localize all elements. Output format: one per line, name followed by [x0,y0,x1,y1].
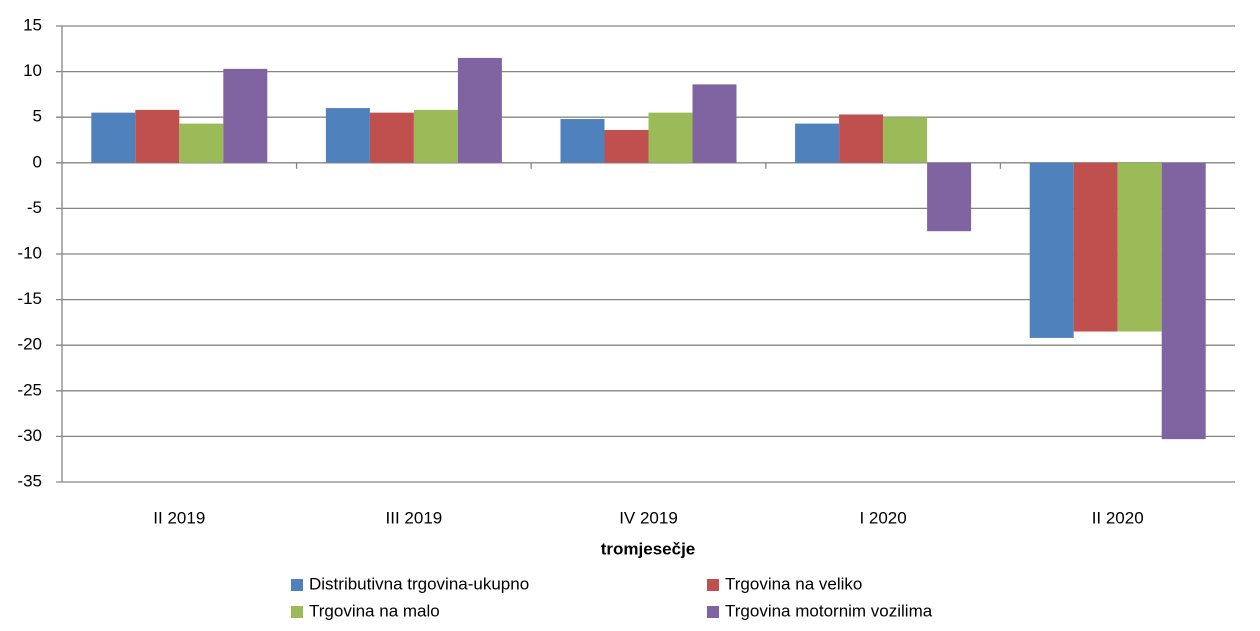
bar [135,109,180,163]
y-tick-label: -15 [17,289,42,308]
y-tick-label: -35 [17,471,42,490]
y-tick-label: -10 [17,243,42,262]
y-tick-label: 10 [23,61,42,80]
legend-label: Distributivna trgovina-ukupno [309,574,529,593]
bar [325,108,370,163]
bar [927,162,972,232]
legend-swatch [707,606,719,618]
y-tick-label: -20 [17,335,42,354]
x-tick-label: II 2019 [153,508,205,527]
bar [413,109,458,163]
bar [223,68,268,163]
bar [604,129,649,163]
legend-swatch [291,579,303,591]
y-tick-label: -5 [27,198,42,217]
bar [1029,162,1074,338]
bar [560,119,605,163]
y-tick-label: -30 [17,426,42,445]
legend-label: Trgovina motornim vozilima [725,601,933,620]
bar [795,123,840,163]
bar [1073,162,1118,332]
x-tick-label: II 2020 [1092,508,1144,527]
x-axis-label: tromjesečje [601,539,696,558]
legend-swatch [291,606,303,618]
legend-label: Trgovina na malo [309,601,440,620]
bar [692,84,737,163]
bar [369,112,414,163]
bar [648,112,693,163]
bar [1161,162,1206,440]
legend-swatch [707,579,719,591]
bar [179,123,224,163]
bar [91,112,136,163]
x-tick-label: III 2019 [386,508,443,527]
y-tick-label: 5 [33,107,42,126]
bar [839,114,884,163]
bar [457,57,502,163]
legend-label: Trgovina na veliko [725,574,862,593]
y-tick-label: 0 [33,152,42,171]
y-tick-label: 15 [23,15,42,34]
bar [883,117,928,163]
x-tick-label: I 2020 [859,508,906,527]
x-tick-label: IV 2019 [619,508,678,527]
y-tick-label: -25 [17,380,42,399]
bar [1117,162,1162,332]
